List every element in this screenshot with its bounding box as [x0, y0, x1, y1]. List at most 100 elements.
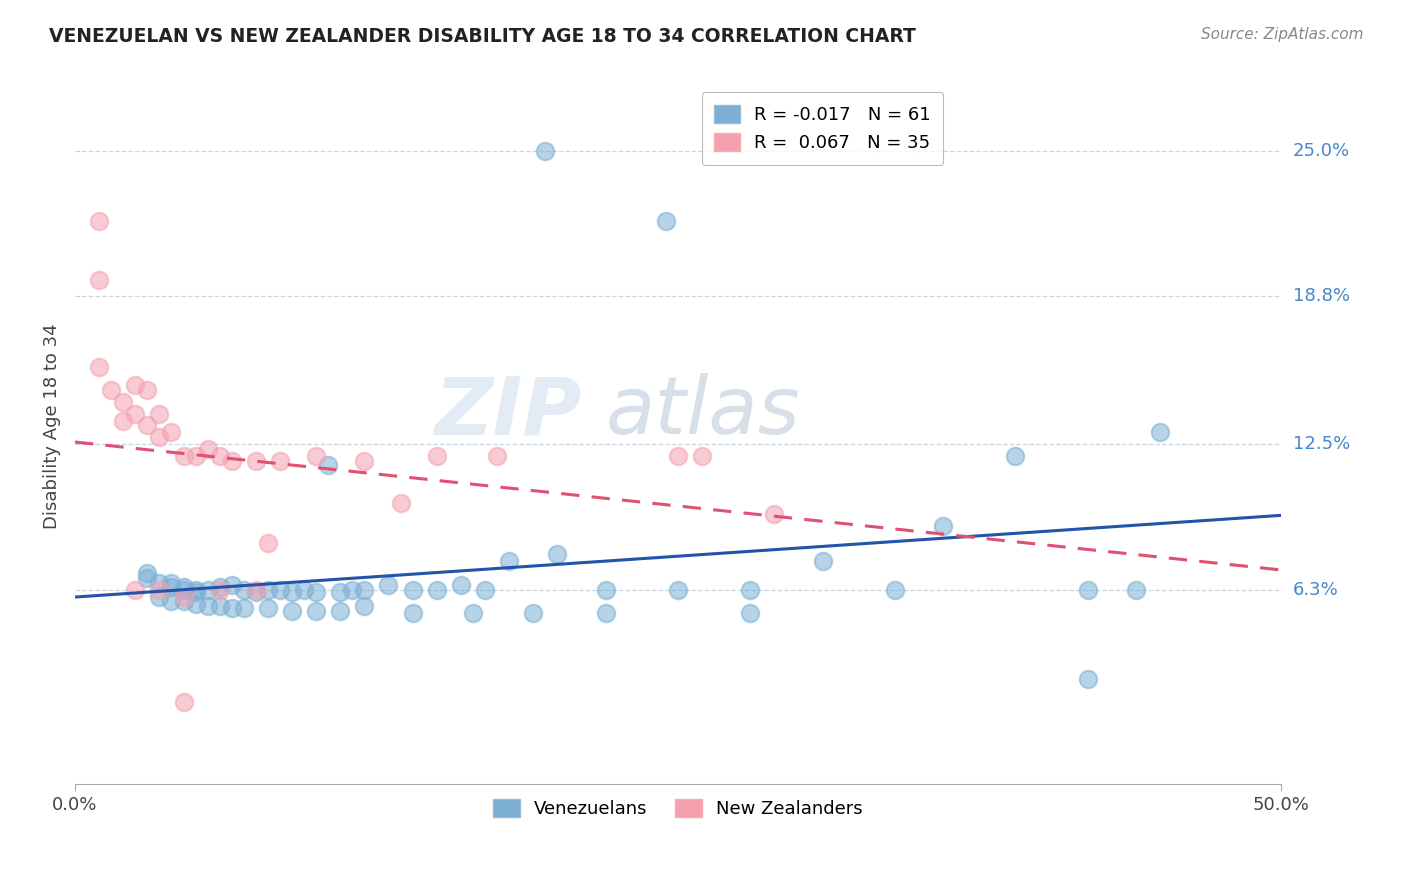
Point [124, 407, 146, 421]
Point [426, 582, 449, 597]
Point [932, 519, 955, 533]
Point [124, 378, 146, 392]
Point [112, 414, 135, 428]
Point [329, 604, 352, 618]
Point [245, 582, 267, 597]
Point [208, 582, 231, 597]
Point [232, 601, 254, 615]
Point [281, 585, 304, 599]
Point [148, 582, 170, 597]
Point [184, 449, 207, 463]
Point [124, 582, 146, 597]
Text: 6.3%: 6.3% [1292, 581, 1339, 599]
Text: ZIP: ZIP [434, 373, 582, 451]
Point [208, 580, 231, 594]
Point [595, 582, 617, 597]
Point [269, 582, 291, 597]
Point [595, 606, 617, 620]
Point [173, 449, 195, 463]
Point [1077, 582, 1099, 597]
Point [522, 606, 544, 620]
Point [666, 582, 689, 597]
Point [221, 601, 243, 615]
Legend: Venezuelans, New Zealanders: Venezuelans, New Zealanders [485, 792, 870, 825]
Point [197, 442, 219, 456]
Point [197, 599, 219, 613]
Point [257, 601, 280, 615]
Point [87, 359, 110, 374]
Point [461, 606, 484, 620]
Point [883, 582, 905, 597]
Point [305, 585, 328, 599]
Text: atlas: atlas [606, 373, 800, 451]
Point [474, 582, 496, 597]
Point [173, 580, 195, 594]
Point [245, 585, 267, 599]
Point [221, 453, 243, 467]
Point [148, 575, 170, 590]
Point [148, 590, 170, 604]
Point [112, 394, 135, 409]
Point [534, 144, 557, 158]
Point [173, 590, 195, 604]
Point [173, 594, 195, 608]
Point [87, 273, 110, 287]
Point [740, 606, 762, 620]
Text: 18.8%: 18.8% [1292, 287, 1350, 305]
Point [221, 578, 243, 592]
Point [329, 585, 352, 599]
Point [666, 449, 689, 463]
Point [1004, 449, 1026, 463]
Point [401, 582, 423, 597]
Point [160, 425, 183, 440]
Point [305, 449, 328, 463]
Point [389, 496, 412, 510]
Point [173, 582, 195, 597]
Point [208, 449, 231, 463]
Point [232, 582, 254, 597]
Point [160, 594, 183, 608]
Point [281, 604, 304, 618]
Point [292, 582, 315, 597]
Point [136, 566, 159, 581]
Point [353, 582, 375, 597]
Point [763, 508, 786, 522]
Point [173, 695, 195, 709]
Point [160, 575, 183, 590]
Point [197, 582, 219, 597]
Point [305, 604, 328, 618]
Point [257, 535, 280, 549]
Text: 25.0%: 25.0% [1292, 142, 1350, 160]
Text: 12.5%: 12.5% [1292, 435, 1350, 453]
Point [87, 214, 110, 228]
Point [1077, 672, 1099, 686]
Point [1149, 425, 1171, 440]
Point [811, 554, 834, 568]
Point [655, 214, 678, 228]
Point [184, 582, 207, 597]
Point [184, 585, 207, 599]
Point [148, 430, 170, 444]
Text: Source: ZipAtlas.com: Source: ZipAtlas.com [1201, 27, 1364, 42]
Point [245, 453, 267, 467]
Point [316, 458, 339, 473]
Point [353, 453, 375, 467]
Point [353, 599, 375, 613]
Point [160, 580, 183, 594]
Point [136, 571, 159, 585]
Y-axis label: Disability Age 18 to 34: Disability Age 18 to 34 [44, 324, 60, 529]
Point [401, 606, 423, 620]
Point [269, 453, 291, 467]
Point [426, 449, 449, 463]
Point [148, 407, 170, 421]
Point [342, 582, 364, 597]
Point [1125, 582, 1147, 597]
Point [136, 383, 159, 397]
Point [485, 449, 508, 463]
Point [740, 582, 762, 597]
Point [208, 599, 231, 613]
Point [498, 554, 520, 568]
Point [257, 582, 280, 597]
Point [377, 578, 399, 592]
Text: VENEZUELAN VS NEW ZEALANDER DISABILITY AGE 18 TO 34 CORRELATION CHART: VENEZUELAN VS NEW ZEALANDER DISABILITY A… [49, 27, 917, 45]
